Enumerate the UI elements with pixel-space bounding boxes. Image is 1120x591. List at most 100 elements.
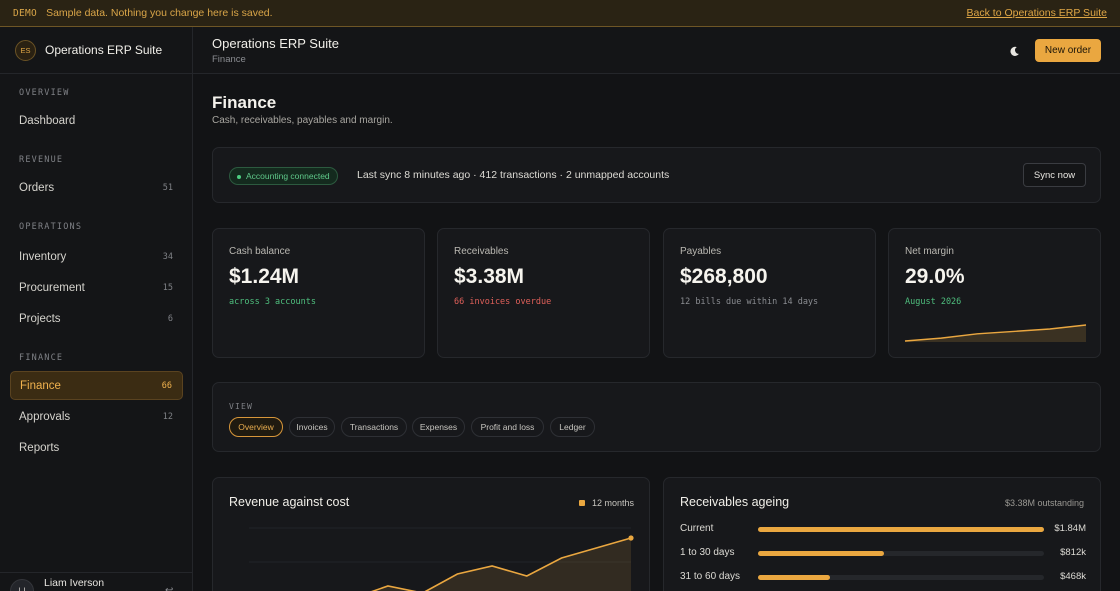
sidebar-item-label: Inventory [19,250,67,263]
back-link[interactable]: Back to Operations ERP Suite [966,7,1107,19]
sidebar-item-procurement[interactable]: Procurement 15 [10,273,183,302]
sidebar-item-label: Projects [19,312,61,325]
demo-tag: DEMO [13,7,38,19]
revenue-chart [249,527,634,591]
sidebar-item-count: 51 [162,182,173,193]
page-subtitle: Cash, receivables, payables and margin. [212,115,393,126]
ageing-bar-track [758,575,1044,580]
kpi-label: Payables [680,246,722,257]
ageing-bar-fill [758,527,1044,532]
net-margin-sparkline [904,324,1087,342]
sidebar-item-count: 12 [162,411,173,422]
status-dot-icon [237,175,241,179]
ageing-value: $1.84M [1054,523,1086,534]
kpi-payables: Payables $268,800 12 bills due within 14… [663,228,876,358]
ageing-bar-fill [758,575,830,580]
revenue-last-point [628,535,634,541]
kpi-receivables: Receivables $3.38M 66 invoices overdue [437,228,650,358]
section-overview: OVERVIEW [19,88,70,98]
ageing-bar-fill [758,551,884,556]
ageing-bar-track [758,551,1044,556]
sidebar-item-count: 66 [161,380,172,391]
user-name: Liam Iverson [44,577,105,589]
new-order-button[interactable]: New order [1035,39,1101,62]
demo-message: Sample data. Nothing you change here is … [46,7,273,19]
sidebar-item-approvals[interactable]: Approvals 12 [10,402,183,431]
sparkline-line [904,324,1087,342]
sidebar-item-dashboard[interactable]: Dashboard [10,106,183,135]
kpi-note: August 2026 [905,297,962,307]
header-title: Operations ERP Suite [212,36,339,51]
view-selector: VIEW Overview Invoices Transactions Expe… [212,382,1101,452]
sidebar-item-label: Procurement [19,281,85,294]
receivables-ageing-card: Receivables ageing $3.38M outstanding Cu… [663,477,1101,591]
sidebar-item-finance[interactable]: Finance 66 [10,371,183,400]
ageing-bar-track [758,527,1044,532]
ageing-label: 31 to 60 days [680,571,741,582]
avatar: LI [10,579,34,591]
section-finance: FINANCE [19,353,64,363]
header-subtitle: Finance [212,54,246,65]
chart-legend: 12 months [579,498,634,508]
revenue-area [373,538,631,591]
legend-swatch [579,500,585,506]
kpi-value: $1.24M [229,265,300,288]
ageing-row: 1 to 30 days $812k [680,547,1086,561]
kpi-label: Cash balance [229,246,291,257]
sidebar-item-count: 34 [162,251,173,262]
kpi-value: $3.38M [454,265,525,288]
ageing-row: Current $1.84M [680,523,1086,537]
kpi-value: $268,800 [680,265,768,288]
sidebar-item-label: Approvals [19,410,71,423]
kpi-label: Receivables [454,246,509,257]
moon-icon[interactable] [1005,42,1023,60]
ageing-label: 1 to 30 days [680,547,735,558]
demo-banner: DEMO Sample data. Nothing you change her… [0,0,1120,27]
ageing-title: Receivables ageing [680,495,790,509]
tab-profit-and-loss[interactable]: Profit and loss [471,417,544,437]
ageing-label: Current [680,523,714,534]
user-menu-icon[interactable]: ↩ [165,585,174,591]
section-operations: OPERATIONS [19,222,83,232]
sidebar-item-count: 6 [167,313,173,324]
ageing-outstanding: $3.38M outstanding [1004,498,1084,508]
ageing-row: 31 to 60 days $468k [680,571,1086,585]
sidebar-item-inventory[interactable]: Inventory 34 [10,242,183,271]
legend-label: 12 months [592,498,635,508]
sidebar-item-label: Reports [19,441,60,454]
ageing-value: $812k [1060,547,1086,558]
tab-ledger[interactable]: Ledger [550,417,595,437]
sparkline-area [905,325,1086,342]
brand-name: Operations ERP Suite [45,43,163,57]
kpi-note: across 3 accounts [229,297,316,307]
kpi-value: 29.0% [905,265,965,288]
sidebar: ES Operations ERP Suite OVERVIEW Dashboa… [0,27,193,591]
ageing-value: $468k [1060,571,1086,582]
tab-overview[interactable]: Overview [229,417,283,437]
user-profile[interactable]: LI Liam Iverson ↩ [0,572,193,591]
sidebar-item-count: 15 [162,282,173,293]
kpi-label: Net margin [905,246,954,257]
status-label: Accounting connected [246,171,330,181]
tab-expenses[interactable]: Expenses [412,417,465,437]
sidebar-item-reports[interactable]: Reports [10,433,183,462]
sidebar-item-label: Dashboard [19,114,76,127]
chart-title: Revenue against cost [229,495,350,509]
brand[interactable]: ES Operations ERP Suite [0,27,192,74]
sidebar-item-label: Finance [20,379,61,392]
revenue-chart-card: Revenue against cost 12 months [212,477,650,591]
sidebar-item-orders[interactable]: Orders 51 [10,173,183,202]
top-header: Operations ERP Suite Finance New order [193,27,1120,74]
sidebar-item-label: Orders [19,181,55,194]
brand-logo: ES [15,39,36,61]
sync-now-button[interactable]: Sync now [1023,163,1086,187]
status-badge: Accounting connected [229,167,338,185]
kpi-cash-balance: Cash balance $1.24M across 3 accounts [212,228,425,358]
sync-info: Last sync 8 minutes ago · 412 transactio… [357,169,670,181]
main-content: Finance Cash, receivables, payables and … [193,74,1120,591]
revenue-line [370,537,632,591]
page-title: Finance [212,93,277,112]
tab-transactions[interactable]: Transactions [341,417,407,437]
tab-invoices[interactable]: Invoices [289,417,335,437]
sidebar-item-projects[interactable]: Projects 6 [10,304,183,333]
